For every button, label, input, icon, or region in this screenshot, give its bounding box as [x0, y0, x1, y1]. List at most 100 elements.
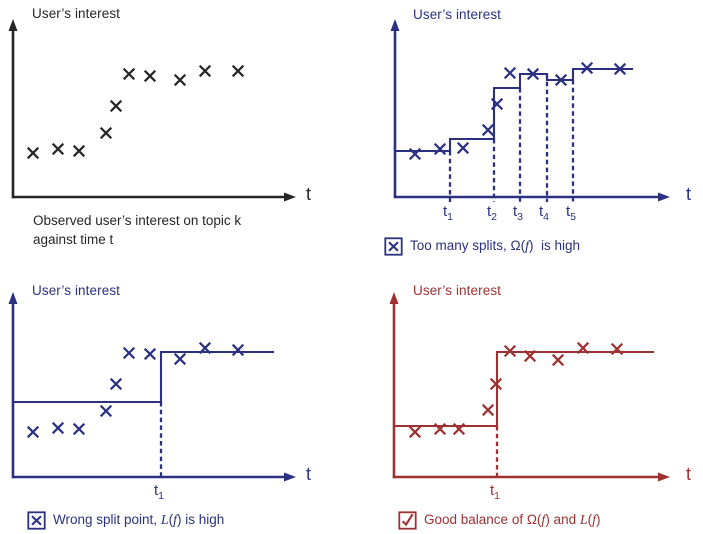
data-point-x [173, 352, 187, 366]
caption-math-italic: f [592, 512, 597, 528]
data-point-x [580, 61, 594, 75]
x-box-icon [384, 236, 403, 256]
data-point-x [198, 64, 212, 78]
data-point-x [99, 404, 113, 418]
caption-segment: Wrong split point, [53, 511, 161, 527]
split-label-subscript: 4 [543, 211, 550, 223]
data-point-x [456, 141, 470, 155]
data-point-x [26, 146, 40, 160]
caption-math-italic: f [525, 238, 530, 254]
caption-observed-line-1: Observed user’s interest on topic k [33, 213, 242, 228]
data-point-x [490, 97, 504, 111]
caption-segment: ) and [545, 511, 580, 527]
step-function-line [13, 350, 274, 404]
panel-observed [8, 19, 296, 202]
split-label-t4: t4 [538, 203, 550, 224]
ylabel-good-balance: User’s interest [413, 283, 502, 298]
data-point-x [122, 346, 136, 360]
split-label-subscript: 1 [494, 490, 501, 502]
data-point-x [51, 142, 65, 156]
caption-math-italic: L [579, 512, 588, 528]
split-label-t5: t5 [565, 203, 577, 224]
xlabel-too-many-splits: t [686, 184, 692, 204]
caption-math-italic: f [173, 512, 177, 528]
ylabel-wrong-split: User’s interest [32, 283, 121, 298]
data-point-x [433, 142, 447, 156]
data-point-x [489, 377, 503, 391]
data-point-x [503, 344, 517, 358]
split-label-t1: t1 [489, 482, 501, 503]
data-point-x [526, 67, 540, 81]
panel-good-balance [389, 292, 670, 482]
caption-segment: Good balance of Ω( [424, 511, 542, 527]
split-label-t1: t1 [442, 203, 454, 224]
data-point-x [408, 425, 422, 439]
data-point-x [231, 64, 245, 78]
caption-good-balance-text: Good balance of Ω(f) and L(f) [424, 512, 601, 529]
data-point-x [523, 349, 537, 363]
data-point-x [481, 123, 495, 137]
data-point-x [143, 347, 157, 361]
caption-too-many-splits: Too many splits, Ω(f) is high [384, 236, 580, 256]
data-point-x [433, 422, 447, 436]
caption-segment: ( [587, 511, 593, 527]
caption-wrong-split: Wrong split point, L(f) is high [27, 510, 224, 530]
panel-wrong-split [8, 292, 296, 482]
xlabel-good-balance: t [686, 464, 692, 484]
step-function-line [394, 350, 654, 428]
caption-observed-line-2: against time t [33, 232, 114, 247]
data-point-x [122, 67, 136, 81]
xlabel-observed: t [306, 184, 312, 204]
y-axis-arrowhead [8, 19, 18, 31]
data-point-x [554, 73, 568, 87]
caption-good-balance: Good balance of Ω(f) and L(f) [398, 510, 601, 530]
split-label-subscript: 1 [158, 490, 165, 502]
panel-too-many-splits [390, 19, 670, 202]
data-point-x [109, 99, 123, 113]
caption-math-italic: f [541, 512, 546, 528]
split-label-t2: t2 [486, 203, 498, 224]
data-point-x [231, 343, 245, 357]
x-box-icon [27, 510, 46, 530]
caption-math-italic: L [160, 512, 169, 528]
x-axis-arrowhead [284, 192, 296, 202]
caption-segment: ) is high [529, 237, 581, 253]
data-point-x [576, 341, 590, 355]
data-point-x [503, 66, 517, 80]
caption-observed: Observed user’s interest on topic k agai… [33, 211, 241, 249]
step-function-line [395, 67, 633, 153]
y-axis-arrowhead [389, 292, 399, 304]
split-label-subscript: 1 [447, 211, 454, 223]
ylabel-observed: User’s interest [32, 6, 121, 21]
data-point-x [26, 425, 40, 439]
x-axis-arrowhead [658, 472, 670, 482]
caption-segment: ) is high [177, 511, 225, 527]
data-point-x [51, 421, 65, 435]
data-point-x [143, 69, 157, 83]
ylabel-too-many-splits: User’s interest [413, 7, 502, 22]
caption-segment: ( [168, 511, 174, 527]
check-box-icon [398, 510, 417, 530]
split-label-subscript: 2 [491, 211, 498, 223]
data-point-x [613, 62, 627, 76]
data-point-x [109, 377, 123, 391]
y-axis-arrowhead [8, 292, 18, 304]
caption-segment: ) [596, 511, 601, 527]
caption-too-many-splits-text: Too many splits, Ω(f) is high [410, 238, 580, 255]
data-point-x [408, 147, 422, 161]
data-point-x [452, 422, 466, 436]
data-point-x [72, 422, 86, 436]
x-axis-arrowhead [284, 472, 296, 482]
split-label-t3: t3 [512, 203, 524, 224]
xlabel-wrong-split: t [306, 464, 312, 484]
split-label-subscript: 3 [517, 211, 524, 223]
caption-wrong-split-text: Wrong split point, L(f) is high [53, 512, 224, 529]
data-point-x [610, 342, 624, 356]
caption-segment: Too many splits, Ω( [410, 237, 526, 253]
data-point-x [551, 353, 565, 367]
x-axis-arrowhead [658, 192, 670, 202]
y-axis-arrowhead [390, 19, 400, 31]
split-label-t1: t1 [153, 482, 165, 503]
